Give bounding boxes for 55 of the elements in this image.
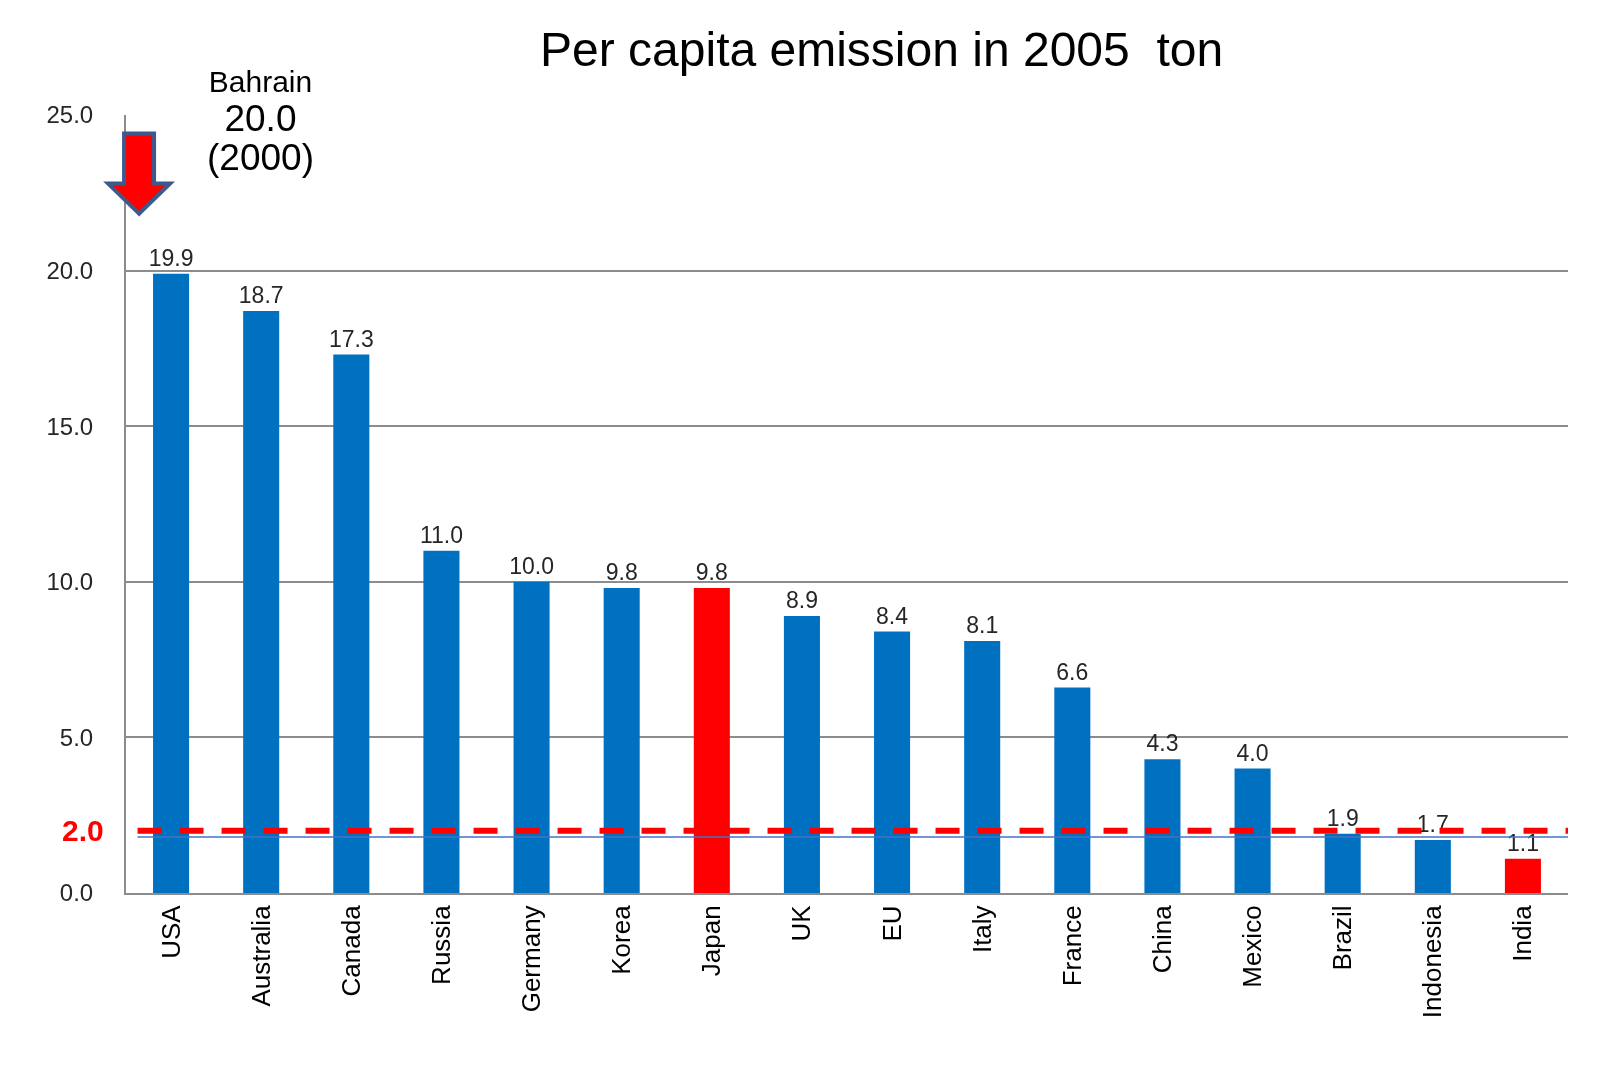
data-label: 18.7 <box>238 282 284 309</box>
x-tick-label: Canada <box>335 904 366 997</box>
bar <box>1414 840 1451 893</box>
data-label: 9.8 <box>695 559 728 586</box>
bar <box>1054 687 1091 893</box>
bar <box>1144 759 1181 893</box>
x-tick-label: China <box>1146 904 1177 974</box>
y-tick-label: 5.0 <box>59 723 94 751</box>
ref-line-label: 2.0 <box>62 814 104 847</box>
data-label: 6.6 <box>1056 658 1089 685</box>
x-tick-label: Brazil <box>1327 905 1358 971</box>
y-tick-label: 15.0 <box>46 412 94 440</box>
x-tick-label: Mexico <box>1237 905 1268 988</box>
y-tick-label: 0.0 <box>59 879 94 907</box>
x-tick-label: Germany <box>516 905 547 1013</box>
data-label: 8.9 <box>785 587 818 614</box>
bar <box>243 311 280 893</box>
data-label: 4.0 <box>1236 739 1269 766</box>
x-tick-label: USA <box>155 904 186 959</box>
x-tick-label: Korea <box>606 904 637 975</box>
data-label: 9.8 <box>605 559 638 586</box>
bar <box>874 631 911 893</box>
x-tick-label: Italy <box>966 905 997 954</box>
y-tick-label: 25.0 <box>46 101 94 129</box>
data-label: 4.3 <box>1146 730 1179 757</box>
data-label: 19.9 <box>148 244 194 271</box>
data-label: 1.1 <box>1506 829 1539 856</box>
bar <box>1324 833 1361 893</box>
bar <box>1234 768 1271 893</box>
x-tick-label: UK <box>786 904 817 942</box>
y-tick-label: 20.0 <box>46 257 94 284</box>
x-tick-label: Russia <box>425 904 456 985</box>
data-label: 17.3 <box>328 325 374 352</box>
bar <box>964 640 1001 893</box>
bar <box>513 581 550 893</box>
x-tick-label: Japan <box>696 905 727 977</box>
x-tick-label: EU <box>876 905 907 942</box>
data-label: 11.0 <box>419 521 463 548</box>
annotation: Bahrain 20.0 (2000) <box>207 65 314 178</box>
x-tick-label: Indonesia <box>1417 904 1448 1019</box>
chart-title: Per capita emission in 2005 ton <box>540 22 1224 76</box>
data-label: 10.0 <box>509 552 554 579</box>
y-tick-label: 10.0 <box>46 568 94 596</box>
x-tick-label: India <box>1507 904 1538 962</box>
data-label: 8.1 <box>966 611 999 638</box>
bar <box>603 588 640 893</box>
bar <box>423 550 460 893</box>
data-label: 1.9 <box>1326 804 1359 831</box>
bar <box>783 616 820 893</box>
x-tick-label: Australia <box>245 904 276 1007</box>
x-tick-label: France <box>1056 905 1087 987</box>
bar <box>1504 858 1541 893</box>
bar <box>333 354 370 893</box>
bar <box>153 273 190 893</box>
data-label: 8.4 <box>875 602 909 629</box>
